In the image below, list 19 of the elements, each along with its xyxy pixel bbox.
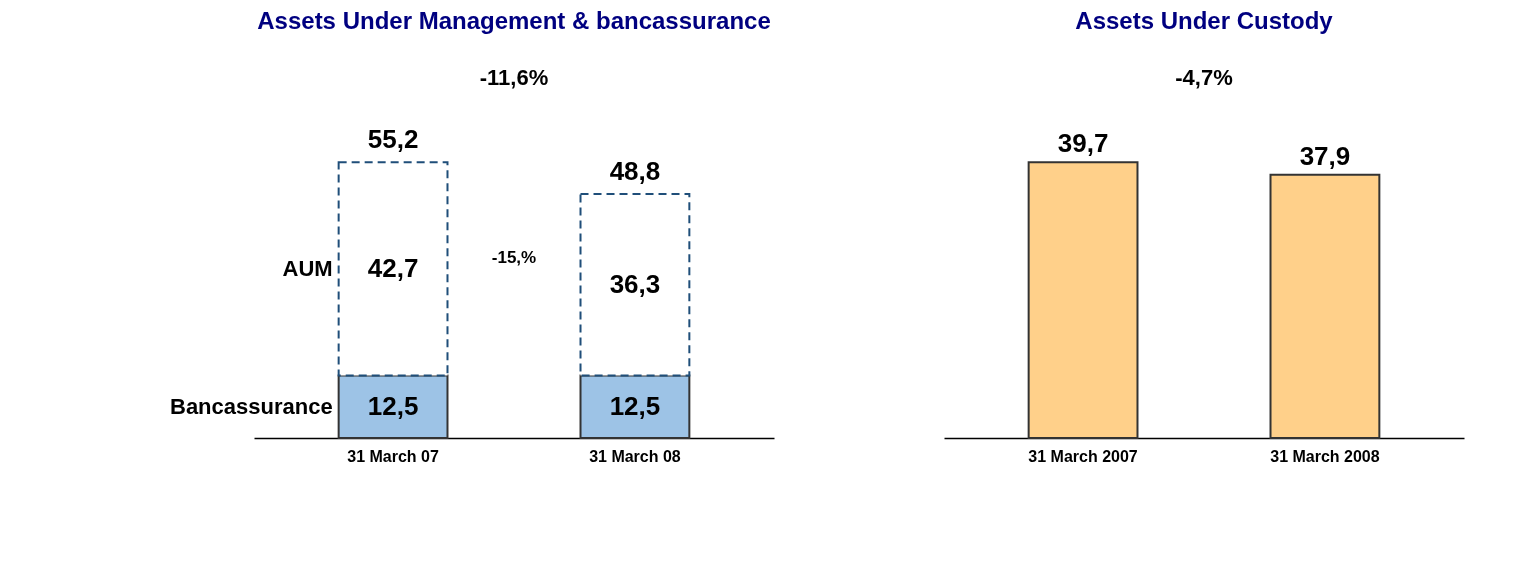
data-label: 12,5	[609, 390, 661, 421]
chart-title: Assets Under Custody	[1075, 7, 1334, 34]
data-label: 12,5	[367, 390, 419, 421]
text: -4,7%	[1175, 65, 1233, 90]
x-tick-label: 31 March 08	[589, 447, 681, 465]
chart-title: Assets Under Management & bancassurance	[257, 7, 771, 34]
annotation: -15,%	[491, 248, 537, 267]
total-label: 55,2	[367, 124, 419, 155]
x-tick-label: 31 March 07	[347, 447, 439, 465]
x-tick-label: 31 March 2008	[1270, 447, 1380, 465]
data-label: 42,7	[367, 252, 419, 283]
text: -11,6%	[479, 65, 549, 90]
data-label: 37,9	[1299, 140, 1351, 171]
x-tick-label: 31 March 2007	[1028, 447, 1138, 465]
series-label: AUM	[282, 255, 333, 281]
series-label: Bancassurance	[169, 393, 333, 419]
data-label: 39,7	[1057, 128, 1109, 159]
data-label: 36,3	[609, 268, 661, 299]
total-label: 48,8	[609, 156, 661, 187]
